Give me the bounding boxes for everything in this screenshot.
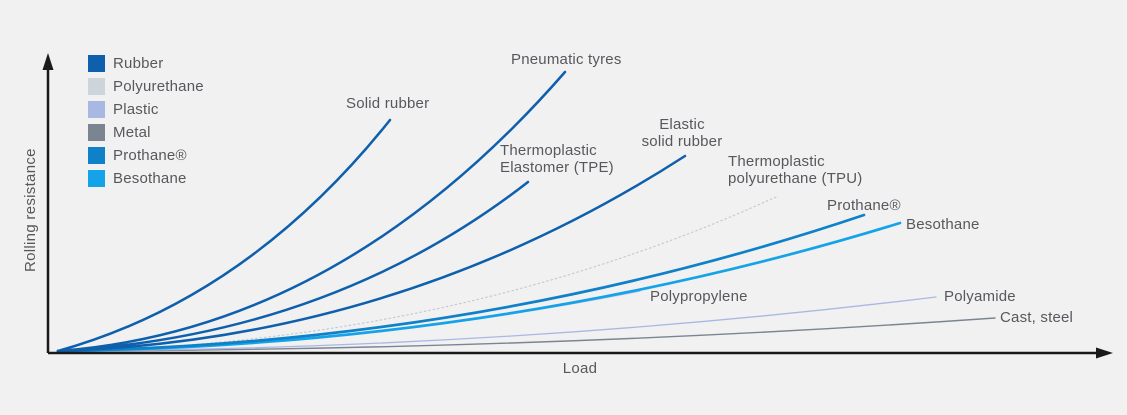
curve-tpe	[56, 180, 530, 353]
elastic-label-line2: solid rubber	[641, 133, 723, 150]
curve-tpu	[57, 196, 777, 352]
legend-item-metal: Metal	[88, 124, 204, 141]
legend-label: Rubber	[113, 55, 164, 72]
legend-label: Prothane®	[113, 147, 187, 164]
prothane-label: Prothane®	[827, 197, 901, 214]
tpu-label-line1: Thermoplastic	[728, 153, 825, 170]
y-axis-arrowhead	[42, 53, 54, 70]
legend-item-polyurethane: Polyurethane	[88, 78, 204, 95]
metal-swatch	[88, 124, 105, 141]
x-axis-arrowhead	[1096, 347, 1113, 359]
legend-label: Besothane	[113, 170, 187, 187]
legend-item-besothane: Besothane	[88, 170, 204, 187]
tpe-label-line2: Elastomer (TPE)	[500, 159, 614, 176]
curve-polyamide	[57, 296, 937, 352]
polypropylene-label: Polypropylene	[650, 288, 748, 305]
axes-group	[42, 53, 1113, 359]
x-axis-label: Load	[562, 360, 598, 377]
y-axis-label: Rolling resistance	[22, 148, 39, 273]
legend-item-plastic: Plastic	[88, 101, 204, 118]
curve-group	[56, 70, 996, 353]
curve-cast_steel	[57, 317, 996, 352]
curve-prothane	[56, 213, 866, 353]
curve-solid_rubber	[56, 118, 392, 353]
besothane-swatch	[88, 170, 105, 187]
rubber-swatch	[88, 55, 105, 72]
elastic-solid-rubber-label: Elastic solid rubber	[636, 116, 728, 150]
curve-elastic	[56, 154, 687, 353]
plastic-swatch	[88, 101, 105, 118]
tpe-label-line1: Thermoplastic	[500, 142, 597, 159]
besothane-label: Besothane	[906, 216, 980, 233]
pneumatic-tyres-label: Pneumatic tyres	[511, 51, 622, 68]
solid-rubber-label: Solid rubber	[346, 95, 430, 112]
legend: Rubber Polyurethane Plastic Metal Protha…	[88, 55, 204, 193]
prothane-swatch	[88, 147, 105, 164]
curve-pneumatic	[56, 70, 567, 353]
legend-label: Metal	[113, 124, 151, 141]
polyamide-label: Polyamide	[944, 288, 1016, 305]
legend-item-prothane: Prothane®	[88, 147, 204, 164]
tpe-label: Thermoplastic Elastomer (TPE)	[500, 142, 614, 176]
elastic-label-line1: Elastic	[659, 116, 705, 133]
legend-label: Plastic	[113, 101, 159, 118]
polyurethane-swatch	[88, 78, 105, 95]
legend-item-rubber: Rubber	[88, 55, 204, 72]
cast-steel-label: Cast, steel	[1000, 309, 1074, 326]
tpu-label: Thermoplastic polyurethane (TPU)	[728, 153, 863, 187]
legend-label: Polyurethane	[113, 78, 204, 95]
tpu-label-line2: polyurethane (TPU)	[728, 170, 863, 187]
